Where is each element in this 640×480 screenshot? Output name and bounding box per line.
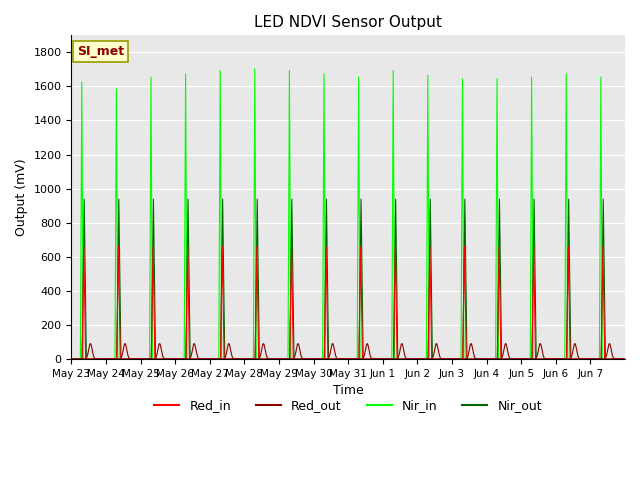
Red_in xyxy=(419,356,427,362)
Nir_in xyxy=(68,356,76,362)
Nir_out xyxy=(68,356,76,362)
Nir_in xyxy=(478,356,486,362)
Red_out xyxy=(95,356,103,362)
Red_in xyxy=(80,243,88,249)
Nir_out xyxy=(621,356,629,362)
Nir_out xyxy=(95,356,103,362)
Red_out xyxy=(86,341,94,347)
Title: LED NDVI Sensor Output: LED NDVI Sensor Output xyxy=(254,15,442,30)
Nir_out xyxy=(395,356,403,362)
Nir_out xyxy=(508,356,515,362)
Red_out xyxy=(478,356,486,362)
Red_in xyxy=(95,356,103,362)
Nir_out xyxy=(81,196,88,202)
Nir_in xyxy=(395,356,403,362)
Line: Nir_out: Nir_out xyxy=(72,199,625,359)
X-axis label: Time: Time xyxy=(333,384,364,397)
Red_in xyxy=(268,356,276,362)
Nir_in xyxy=(95,356,103,362)
Red_out xyxy=(68,356,76,362)
Red_out xyxy=(268,356,276,362)
Nir_out xyxy=(419,356,427,362)
Red_in xyxy=(621,356,629,362)
Red_out xyxy=(419,356,427,362)
Red_out xyxy=(508,356,515,362)
Line: Red_out: Red_out xyxy=(72,344,625,359)
Red_in xyxy=(395,356,403,362)
Red_out xyxy=(395,352,403,358)
Red_in xyxy=(508,356,515,362)
Nir_in xyxy=(419,356,427,362)
Line: Nir_in: Nir_in xyxy=(72,69,625,359)
Red_in xyxy=(478,356,486,362)
Y-axis label: Output (mV): Output (mV) xyxy=(15,158,28,236)
Nir_out xyxy=(268,356,276,362)
Line: Red_in: Red_in xyxy=(72,246,625,359)
Nir_in xyxy=(508,356,515,362)
Nir_out xyxy=(478,356,486,362)
Text: SI_met: SI_met xyxy=(77,45,124,58)
Nir_in xyxy=(268,356,276,362)
Nir_in xyxy=(621,356,629,362)
Red_out xyxy=(621,356,629,362)
Red_in xyxy=(68,356,76,362)
Nir_in xyxy=(251,66,259,72)
Legend: Red_in, Red_out, Nir_in, Nir_out: Red_in, Red_out, Nir_in, Nir_out xyxy=(150,395,547,418)
